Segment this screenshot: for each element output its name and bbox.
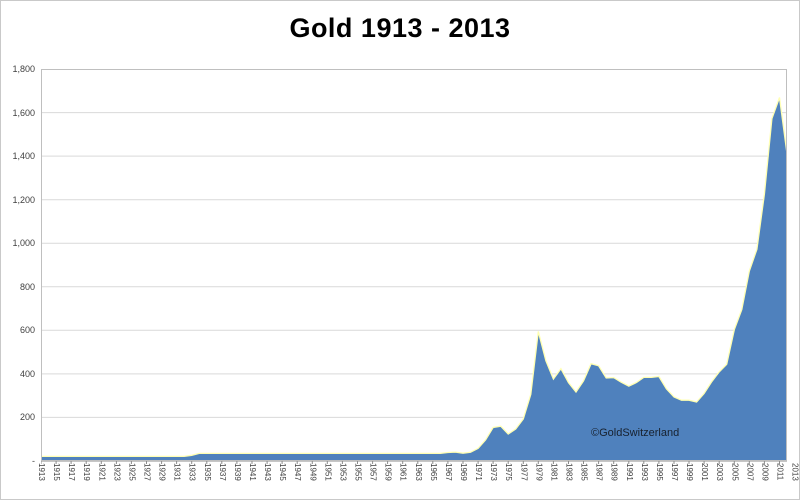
watermark: ©GoldSwitzerland [591,427,680,439]
y-axis-label: 1,800 [12,64,35,74]
y-axis-label: 800 [19,281,35,292]
y-axis-label: 1,400 [12,151,35,162]
y-axis-label: 1,600 [12,107,35,118]
x-axis-label: 2013 [790,463,800,481]
y-axis-label: 1,200 [12,194,35,205]
chart-title: Gold 1913 - 2013 [289,13,511,43]
y-axis-label: 200 [19,412,35,423]
y-axis-label: 600 [19,325,35,336]
area-chart [41,69,787,464]
y-axis-label: - [32,456,35,466]
y-axis-label: 1,000 [12,238,35,249]
y-axis-label: 400 [19,368,35,379]
